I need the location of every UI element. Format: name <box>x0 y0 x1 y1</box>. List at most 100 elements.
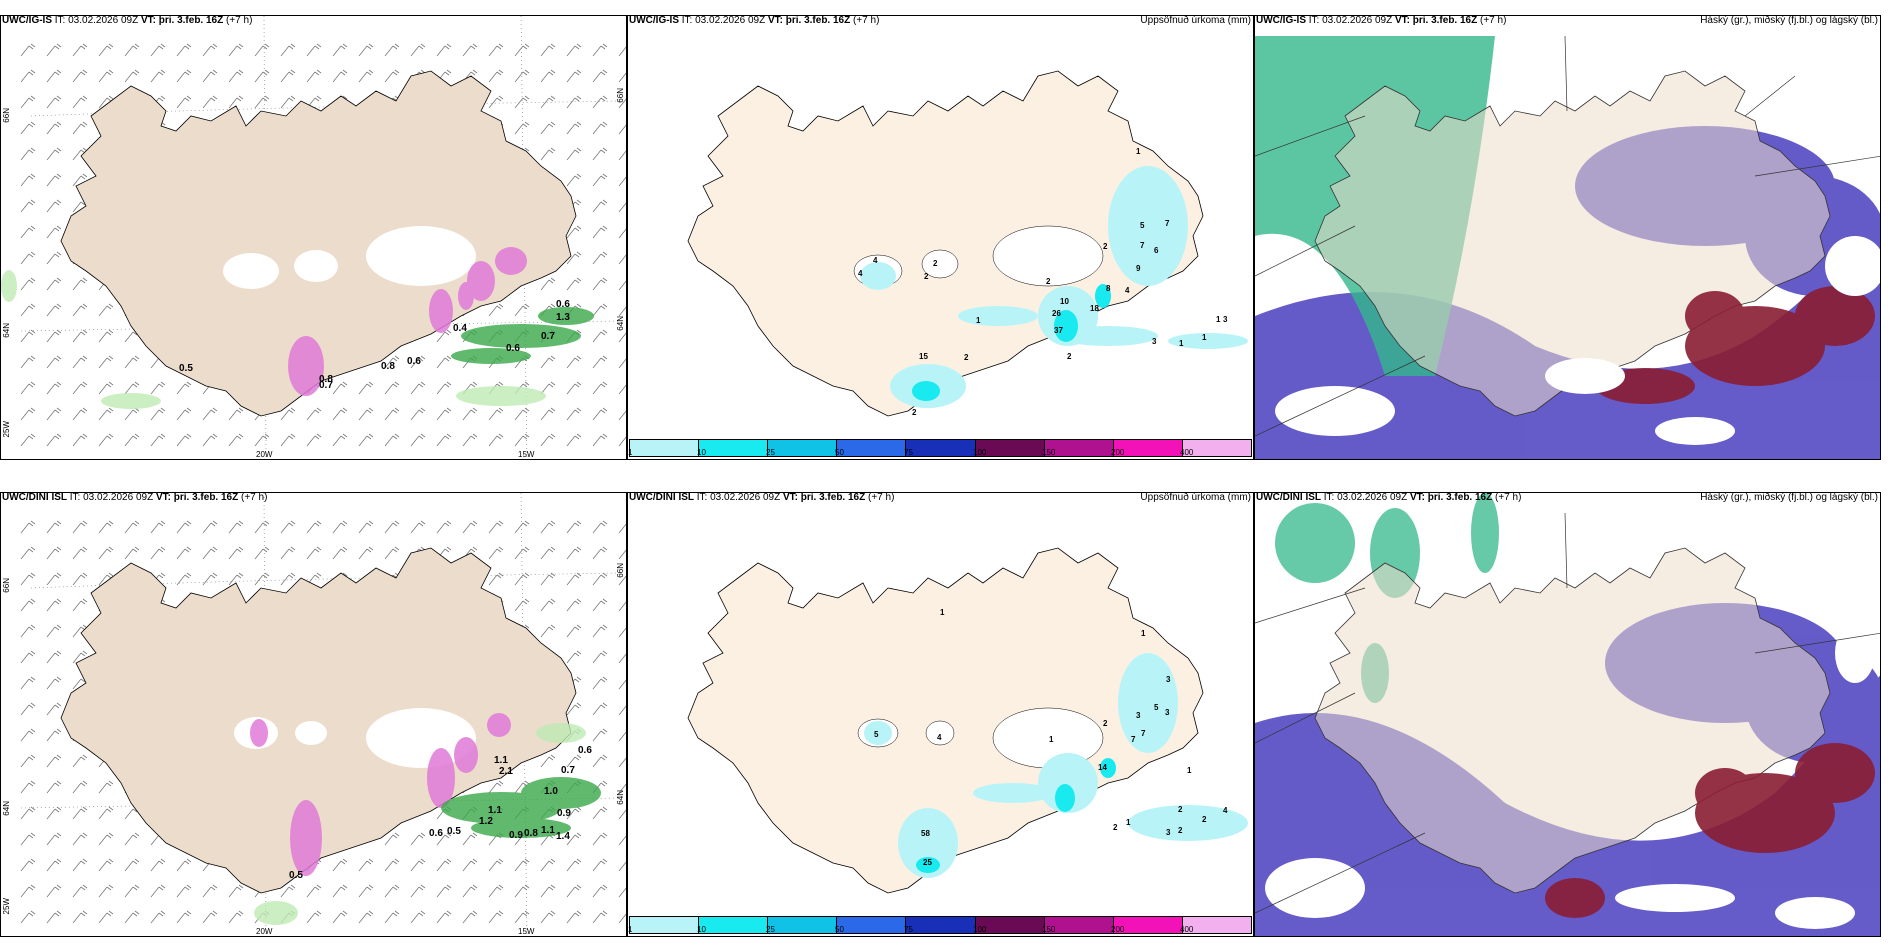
wind-barb <box>228 95 244 109</box>
wind-barb <box>124 69 140 83</box>
wind-value: 0.8 <box>524 828 538 839</box>
wind-barb <box>540 624 556 638</box>
wind-barb <box>20 650 36 664</box>
wind-barb <box>46 884 62 898</box>
wind-barb <box>462 884 478 898</box>
wind-barb <box>436 858 452 872</box>
wind-barb <box>306 520 322 534</box>
wind-barb <box>514 910 530 924</box>
wind-barb <box>592 251 608 265</box>
wind-barb <box>46 728 62 742</box>
wind-barb <box>410 832 426 846</box>
wind-barb <box>280 43 296 57</box>
wind-barb <box>202 407 218 421</box>
wind-barb <box>566 381 582 395</box>
wind-barb <box>72 572 88 586</box>
wind-barb <box>20 95 36 109</box>
snow-areas <box>223 226 476 289</box>
colorbar-cell <box>768 917 838 933</box>
wind-barb <box>20 355 36 369</box>
wind-barb <box>150 407 166 421</box>
precip-value: 2 <box>1202 815 1207 824</box>
colorbar-tick: 75 <box>904 925 913 934</box>
wind-barb <box>462 858 478 872</box>
wind-barb <box>176 520 192 534</box>
wind-barb <box>384 910 400 924</box>
precip-value: 7 <box>1141 729 1146 738</box>
iceland-cloud-map-1 <box>1255 16 1880 459</box>
wind-value: 0.6 <box>556 299 570 310</box>
wind-barb <box>618 150 626 161</box>
precip-value: 3 <box>1152 337 1157 346</box>
wind-barb <box>618 549 626 560</box>
wind-barb <box>540 910 556 924</box>
precip-value: 2 <box>1178 826 1183 835</box>
colorbar-tick: 100 <box>973 925 987 934</box>
precip-value: 4 <box>937 733 942 742</box>
wind-barb <box>514 520 530 534</box>
wind-barb <box>566 277 582 291</box>
wind-barb <box>488 910 504 924</box>
wind-value: 0.7 <box>561 765 575 776</box>
wind-barb <box>72 381 88 395</box>
panel-header: UWC/IG-IS IT: 03.02.2026 09Z VT: þri. 3.… <box>2 15 253 26</box>
colorbar-cell <box>1044 917 1114 933</box>
wind-barb <box>540 407 556 421</box>
wind-barb <box>46 303 62 317</box>
wind-value: 0.6 <box>578 745 592 756</box>
wind-value: 1.4 <box>556 831 570 842</box>
wind-barb <box>618 202 626 213</box>
wind-barb <box>202 572 218 586</box>
wind-barb <box>592 624 608 638</box>
wind-barb <box>332 520 348 534</box>
wind-barb <box>98 858 114 872</box>
wind-barb <box>384 858 400 872</box>
wind-barb <box>254 43 270 57</box>
wind-barb <box>488 407 504 421</box>
wind-barb <box>306 433 322 447</box>
wind-barb <box>384 69 400 83</box>
wind-barb <box>72 407 88 421</box>
wind-value: 0.7 <box>541 331 555 342</box>
wind-barb <box>20 251 36 265</box>
wind-barb <box>358 520 374 534</box>
wind-barb <box>592 806 608 820</box>
precip-value: 1 <box>976 316 981 325</box>
wind-barb <box>592 303 608 317</box>
wind-barb <box>72 598 88 612</box>
precip-value: 2 <box>1103 242 1108 251</box>
wind-barb <box>592 910 608 924</box>
wind-barb <box>98 381 114 395</box>
mid-cloud-areas <box>1595 286 1875 404</box>
wind-barb <box>20 43 36 57</box>
precip-value: 14 <box>1098 763 1107 772</box>
wind-barb <box>46 69 62 83</box>
wind-barb <box>20 199 36 213</box>
wind-barb <box>202 520 218 534</box>
wind-barb <box>46 173 62 187</box>
wind-barb <box>46 121 62 135</box>
wind-barb <box>618 679 626 690</box>
wind-barb <box>72 173 88 187</box>
wind-barb <box>488 303 504 317</box>
wind-barb <box>592 277 608 291</box>
wind-barb <box>410 884 426 898</box>
wind-barb <box>618 46 626 57</box>
wind-barb <box>618 254 626 265</box>
wind-barb <box>72 69 88 83</box>
iceland-cloud-map-2 <box>1255 493 1880 936</box>
wind-barb <box>98 910 114 924</box>
wind-barb <box>332 546 348 560</box>
wind-barb <box>618 783 626 794</box>
wind-barb <box>514 546 530 560</box>
wind-barb <box>488 572 504 586</box>
wind-barb <box>280 572 296 586</box>
wind-barb <box>228 43 244 57</box>
wind-barb <box>566 884 582 898</box>
wind-barb <box>98 884 114 898</box>
wind-barb <box>358 433 374 447</box>
wind-barb <box>540 754 556 768</box>
wind-barb <box>46 858 62 872</box>
wind-barb <box>20 433 36 447</box>
wind-barb <box>618 176 626 187</box>
